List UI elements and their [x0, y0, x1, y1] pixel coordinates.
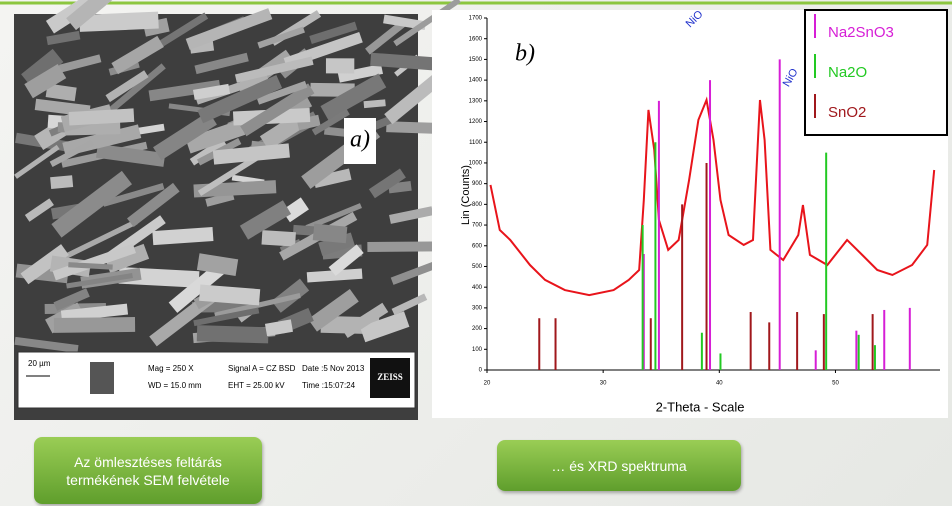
y-tick-label: 800 — [472, 202, 483, 208]
date-text: Date :5 Nov 2013 — [302, 364, 365, 373]
sem-label: a) — [350, 127, 370, 153]
crystal — [386, 121, 437, 134]
time-text: Time :15:07:24 — [302, 381, 356, 390]
y-tick-label: 1500 — [469, 57, 483, 63]
y-tick-label: 700 — [472, 223, 483, 229]
slide: a) 20 µm Mag = 250 X WD = 15.0 mm Signal… — [0, 0, 952, 506]
crystal — [326, 58, 354, 73]
logo — [90, 362, 114, 394]
brand-text: ZEISS — [377, 372, 403, 382]
eht-text: EHT = 25.00 kV — [228, 381, 285, 390]
button[interactable]: Az ömlesztéses feltárás termékének SEM f… — [34, 437, 262, 504]
y-tick-label: 300 — [472, 305, 483, 311]
x-tick-label: 30 — [600, 381, 607, 387]
y-tick-label: 200 — [472, 326, 483, 332]
crystal — [54, 317, 135, 333]
legend-entry: Na2SnO3 — [828, 24, 894, 41]
y-tick-label: 600 — [472, 243, 483, 249]
y-tick-label: 1700 — [469, 16, 483, 22]
y-tick-label: 1100 — [469, 140, 483, 146]
crystal — [262, 230, 296, 247]
y-tick-label: 100 — [472, 347, 483, 353]
legend-entry: Na2O — [828, 64, 867, 81]
y-tick-label: 1200 — [469, 119, 483, 125]
legend-entry: SnO2 — [828, 104, 866, 121]
x-axis-label: 2-Theta - Scale — [656, 399, 745, 414]
chart-label: b) — [515, 41, 535, 67]
button[interactable]: … és XRD spektruma — [497, 440, 741, 491]
crystal — [197, 325, 269, 343]
y-tick-label: 1400 — [469, 78, 483, 84]
crystal — [313, 224, 348, 244]
y-tick-label: 400 — [472, 285, 483, 291]
y-tick-label: 500 — [472, 264, 483, 270]
wd-text: WD = 15.0 mm — [148, 381, 202, 390]
x-tick-label: 20 — [484, 381, 491, 387]
signal-text: Signal A = CZ BSD — [228, 364, 296, 373]
x-tick-label: 40 — [716, 381, 723, 387]
crystal — [50, 175, 73, 189]
info-bar — [18, 352, 415, 408]
slide-graphics: a) 20 µm Mag = 250 X WD = 15.0 mm Signal… — [0, 0, 952, 506]
mag-text: Mag = 250 X — [148, 364, 194, 373]
y-tick-label: 1600 — [469, 36, 483, 42]
y-tick-label: 900 — [472, 181, 483, 187]
y-tick-label: 1300 — [469, 98, 483, 104]
scale-text: 20 µm — [28, 359, 51, 368]
y-axis-label: Lin (Counts) — [460, 165, 472, 225]
x-tick-label: 50 — [832, 381, 839, 387]
